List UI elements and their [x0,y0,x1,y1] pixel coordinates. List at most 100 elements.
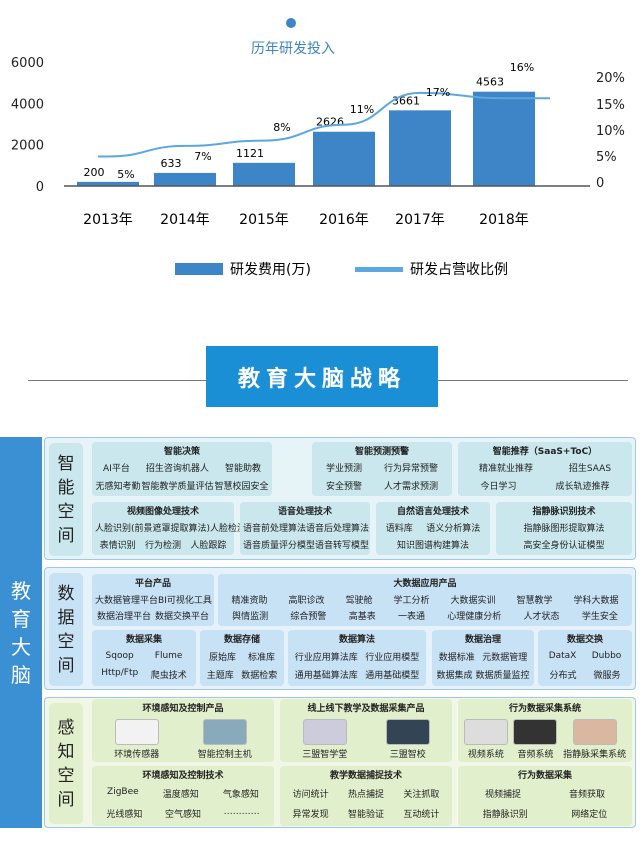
capability-box: 智能预测预警 学业预测 行为异常预警 安全预警 人才需求预测 [312,442,452,496]
x-tick-label: 2013年 [83,212,133,228]
product-item: 智能控制主机 [198,719,252,760]
capability-item: 无感知考勤 [95,481,141,492]
product-image [385,719,430,745]
box-title: 数据治理 [464,635,501,645]
ratio-line [98,91,550,158]
capability-item: 成长轨迹推荐 [555,481,610,492]
bar-2018年 [473,91,535,186]
legend-bar-label: 研发费用(万) [230,262,311,278]
box-title: 数据采集 [125,635,162,645]
x-tick-label: 2014年 [160,212,210,228]
product-item: 环境传感器 [114,719,159,760]
capability-item: 视频捕捉 [484,789,521,800]
product-item: 三盟智校 [385,719,430,760]
capability-item: 语音前处理算法 [243,524,307,534]
capability-item: 一表通 [397,612,425,623]
capability-box: 线上线下教学及数据采集产品三盟智学堂 三盟智校 [280,699,452,762]
x-tick-label: 2017年 [395,212,445,228]
ratio-label: 17% [426,86,450,99]
product-label: 智能控制主机 [197,750,252,760]
capability-item: 学业预测 [325,464,362,475]
box-title: 行为数据采集 [517,771,572,781]
box-title: 环境感知及控制产品 [142,704,224,714]
capability-item: 行为检测 [144,541,181,551]
ratio-label: 7% [194,150,211,163]
product-label: 音频系统 [517,750,554,760]
capability-item: 音频获取 [568,789,605,800]
capability-item: 今日学习 [480,481,517,492]
capability-box: 行为数据采集 视频捕捉 音频获取 指静脉识别 网络定位 [458,766,632,826]
capability-item: 语音质量评分模型 [243,541,316,551]
section-label-char: 空 [57,501,75,522]
capability-item: 人脸跟踪 [190,541,227,551]
box-title: 智能决策 [163,447,200,457]
brain-char: 脑 [11,662,31,687]
capability-item: 学生安全 [581,612,618,623]
capability-box: 环境感知及控制产品环境传感器 智能控制主机 [92,699,274,762]
box-title: 环境感知及控制技术 [142,771,224,781]
capability-box: 教学数据捕捉技术 访问统计 热点捕捉 关注抓取 异常发现 智能验证 互动统计 [280,766,452,826]
capability-item: 语音转写模型 [315,541,370,551]
legend-line-label: 研发占营收比例 [410,262,508,278]
capability-box: 指静脉识别技术 指静脉图形提取算法 高安全身份认证模型 [496,502,632,555]
capability-box: 大数据应用产品 精准资助 高职诊改 驾驶舱 学工分析 大数据实训 智慧教学 学科大数据 舆情监测… [218,574,632,626]
capability-item: 综合预警 [290,612,327,623]
section-label: 数据空间 [49,573,83,686]
capability-item: Http/Ftp [101,667,139,678]
capability-item: ZigBee [107,786,139,797]
product-image [302,719,347,745]
capability-item: 气象感知 [222,789,259,800]
chart-title: 历年研发投入 [251,41,335,57]
capability-item: 表情识别 [99,541,136,551]
capability-item: 驾驶舱 [345,595,373,606]
capability-item: 指静脉识别 [482,810,528,821]
capability-item: 招生SAAS [568,464,612,475]
capability-item: 人脸识别(前景遮罩提取算法) [95,524,211,534]
section-0: 智能空间 智能决策 AI平台 招生咨询机器人 智能助教 无感知考勤 智能教学质量评估 智慧校园… [44,437,636,560]
capability-item: 分布式 [549,670,577,681]
capability-item: 语义分析算法 [426,524,481,534]
capability-item: 热点捕捉 [347,789,384,800]
bar-value-label: 4563 [476,76,504,89]
box-title: 线上线下教学及数据采集产品 [307,704,425,714]
capability-item: 标准库 [247,652,275,663]
capability-item: 招生咨询机器人 [145,464,209,475]
box-title: 自然语言处理技术 [396,507,469,517]
y-tick-label: 4000 [11,97,44,112]
section-label: 感知空间 [49,703,83,824]
capability-item: 温度感知 [162,789,199,800]
product-label: 视频系统 [467,750,504,760]
product-image [114,719,159,745]
capability-item: 语料库 [385,524,413,534]
section-label-char: 智 [57,453,75,474]
box-title: 大数据应用产品 [393,579,457,589]
section-label-char: 感 [57,717,75,738]
capability-item: 智能验证 [347,810,384,821]
section-label-char: 空 [57,631,75,652]
capability-item: 微服务 [593,670,621,681]
education-brain-label: 教育大脑 [0,437,42,828]
product-item: 三盟智学堂 [302,719,347,760]
capability-box: 数据存储 原始库 标准库 主题库 数据检索 [200,630,284,686]
box-title: 教学数据捕捉技术 [329,771,402,781]
section-label-char: 能 [57,477,75,498]
capability-item: 行业应用模型 [365,652,420,663]
bar-2016年 [313,131,375,186]
bar-value-label: 1121 [236,147,264,160]
bar-value-label: 200 [84,166,105,179]
legend-bar-swatch [175,263,223,275]
box-title: 数据交换 [566,635,603,645]
capability-box: 语音处理技术 语音前处理算法 语音后处理算法 语音质量评分模型 语音转写模型 [240,502,370,555]
capability-item: 人脸检测 [210,524,247,534]
capability-box: 数据算法 行业应用算法库 行业应用模型 通用基础算法库 通用基础模型 [288,630,426,686]
product-label: 三盟智校 [389,750,426,760]
capability-box: 智能推荐（SaaS+ToC） 精准就业推荐 招生SAAS 今日学习 成长轨迹推荐 [458,442,632,496]
capability-box: 平台产品 大数据管理平台 BI可视化工具 数据治理平台 数据交换平台 [92,574,214,626]
capability-item: 高基表 [348,612,376,623]
section-label-char: 数 [57,583,75,604]
y2-tick-label: 10% [596,124,625,139]
box-title: 数据算法 [338,635,375,645]
section-label-char: 据 [57,607,75,628]
box-title: 平台产品 [134,579,171,589]
section-label-char: 空 [57,765,75,786]
